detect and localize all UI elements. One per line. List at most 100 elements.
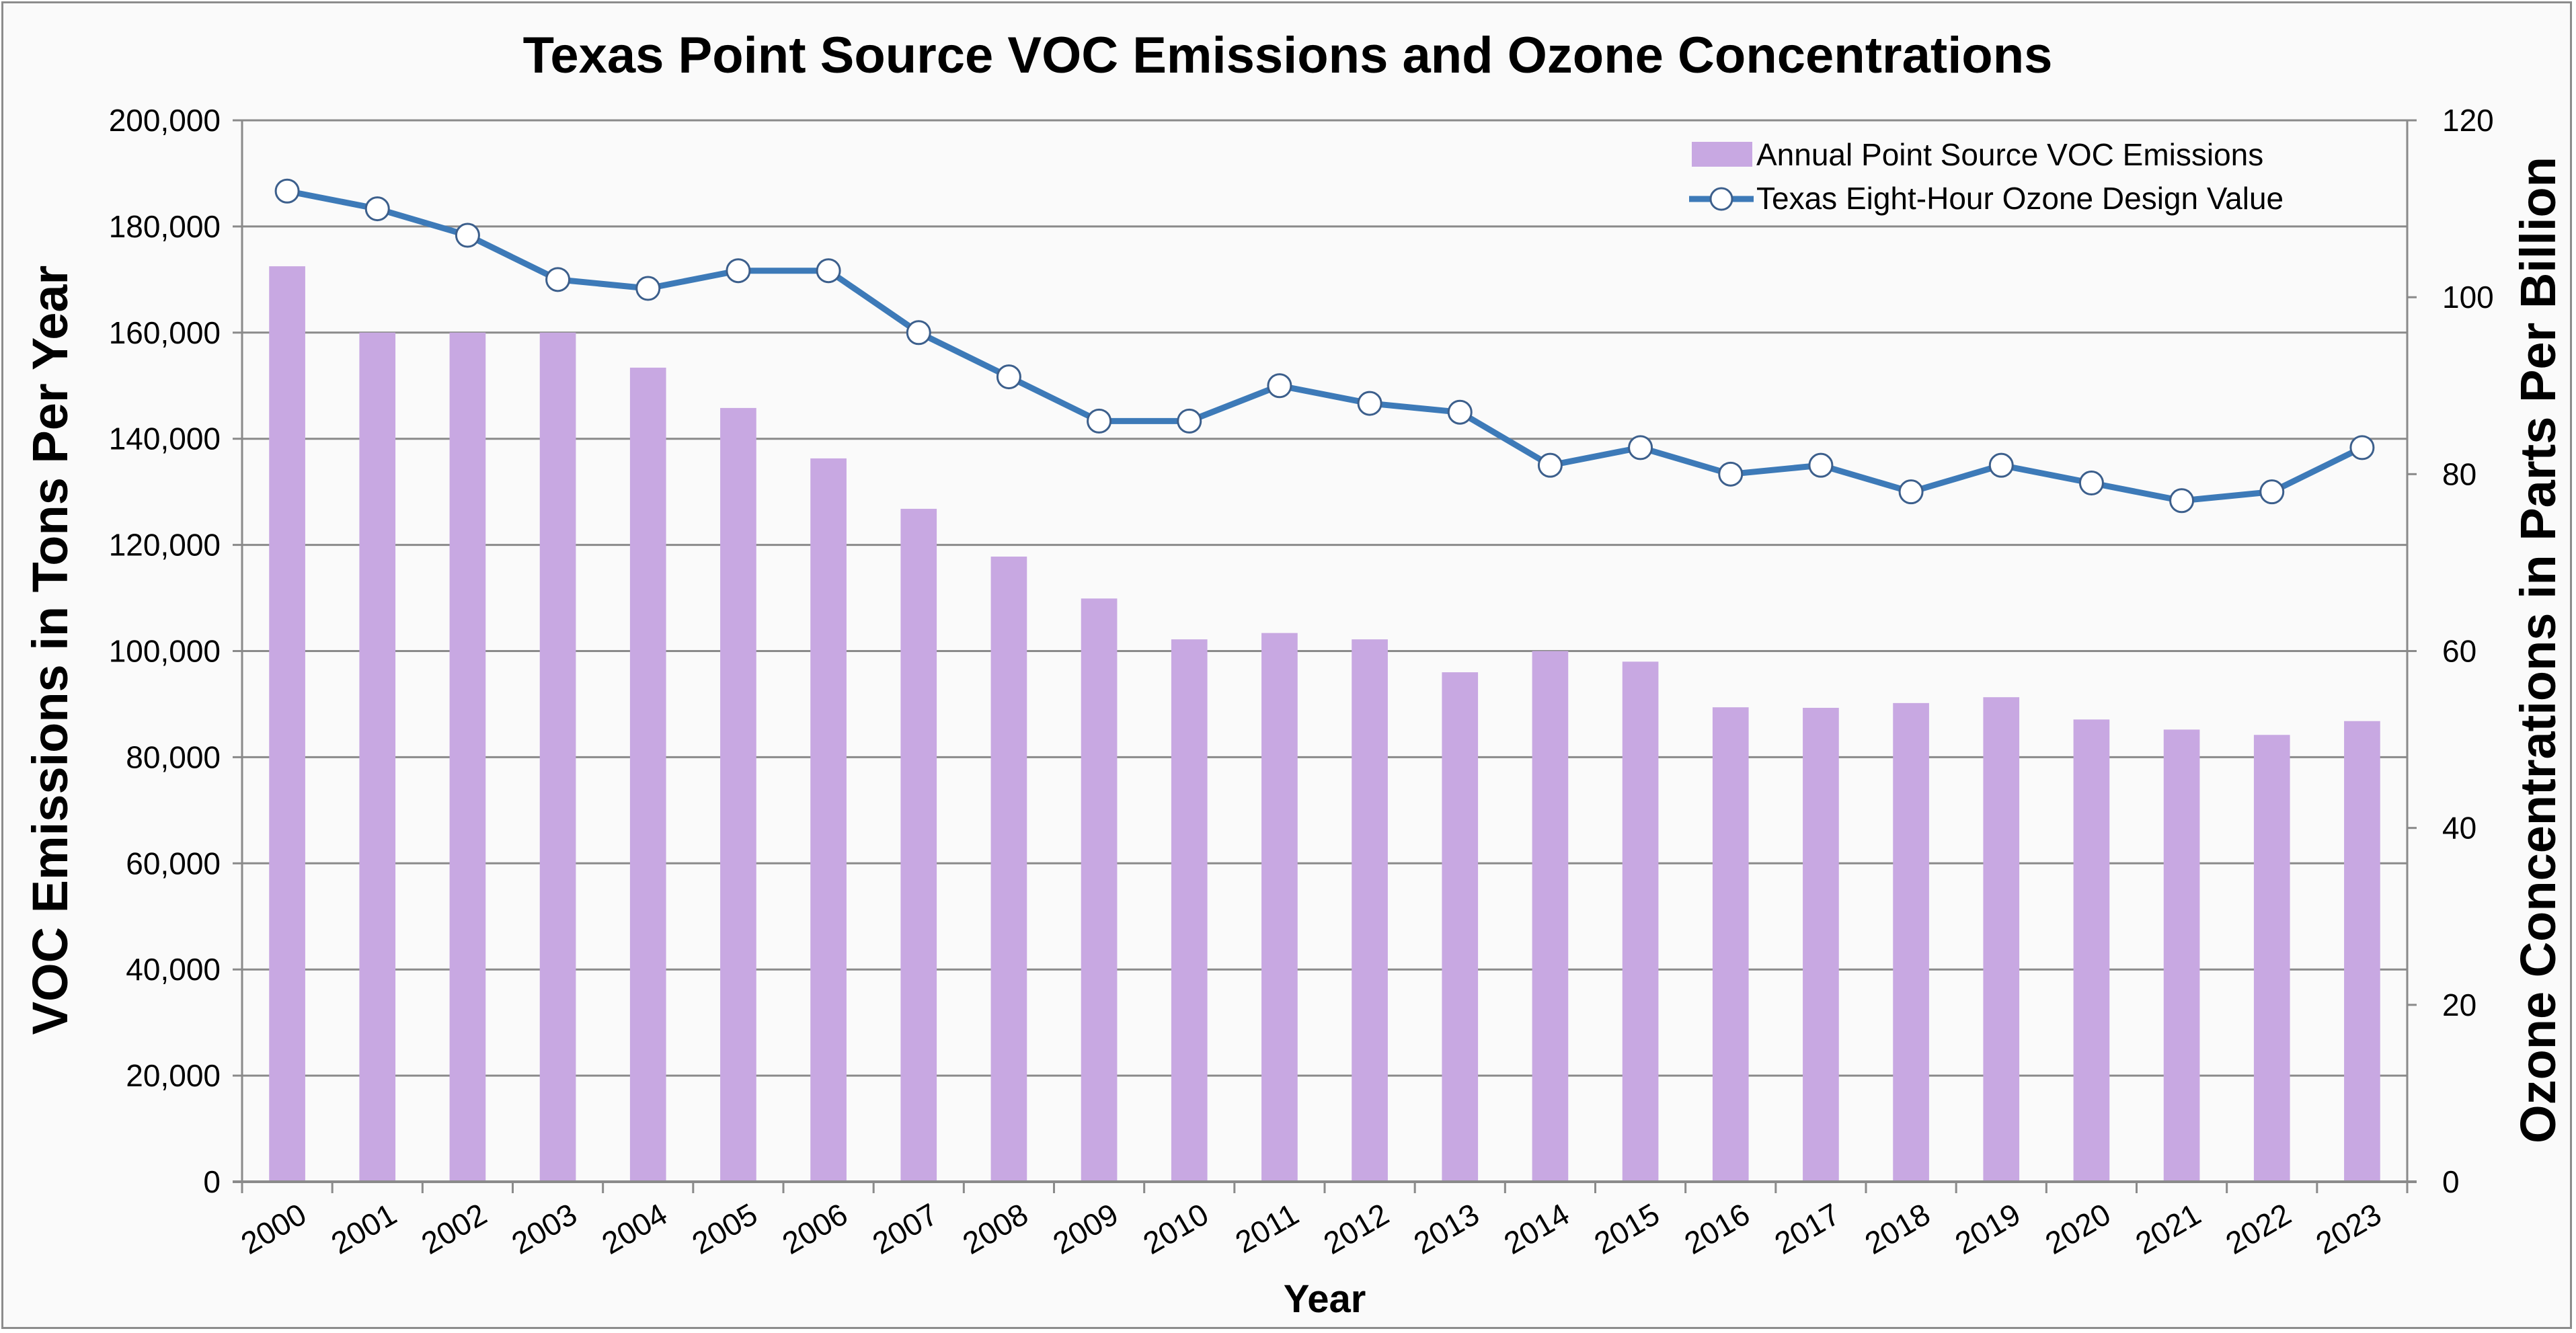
axes bbox=[233, 119, 2417, 1193]
ozone-point bbox=[906, 320, 931, 346]
chart-title: Texas Point Source VOC Emissions and Ozo… bbox=[523, 27, 2053, 84]
x-tick-label: 2023 bbox=[2310, 1197, 2387, 1261]
y-tick-label: 120,000 bbox=[109, 528, 221, 563]
y2-axis-title: Ozone Concentrations in Parts Per Billio… bbox=[2510, 157, 2566, 1143]
x-tick-label: 2018 bbox=[1859, 1197, 1936, 1261]
x-tick-label: 2007 bbox=[867, 1197, 944, 1261]
x-tick-label: 2022 bbox=[2220, 1197, 2297, 1261]
x-tick-label: 2004 bbox=[596, 1197, 673, 1261]
ozone-point bbox=[2259, 479, 2285, 505]
ozone-point bbox=[1357, 391, 1382, 416]
bar bbox=[2253, 735, 2290, 1182]
bar bbox=[720, 407, 756, 1182]
y2-tick-label: 60 bbox=[2442, 634, 2476, 669]
x-tick-label: 2003 bbox=[506, 1197, 583, 1261]
x-tick-label: 2008 bbox=[957, 1197, 1034, 1261]
ozone-point bbox=[816, 258, 841, 284]
bar bbox=[1983, 697, 2020, 1182]
legend-marker-icon bbox=[1709, 187, 1733, 211]
bar bbox=[2073, 719, 2110, 1182]
bar bbox=[1893, 702, 1929, 1182]
x-tick-label: 2020 bbox=[2039, 1197, 2117, 1261]
ozone-point bbox=[2169, 488, 2195, 514]
bar bbox=[810, 458, 847, 1182]
y-tick-label: 20,000 bbox=[126, 1058, 221, 1093]
y-tick-label: 60,000 bbox=[126, 846, 221, 881]
ozone-point bbox=[1808, 452, 1834, 478]
bar bbox=[629, 367, 666, 1182]
bar bbox=[1442, 672, 1479, 1182]
bar bbox=[1622, 661, 1659, 1182]
ozone-point bbox=[1718, 461, 1744, 487]
ozone-point bbox=[635, 276, 661, 301]
x-tick-label: 2017 bbox=[1768, 1197, 1846, 1261]
ozone-point bbox=[1267, 373, 1292, 399]
y-tick-label: 80,000 bbox=[126, 739, 221, 774]
ozone-point bbox=[1898, 479, 1924, 505]
x-tick-label: 2016 bbox=[1678, 1197, 1756, 1261]
y2-tick-label: 20 bbox=[2442, 987, 2476, 1022]
x-axis-ticks: 2000 2001 2002 2003 2004 2005 2006 2007 2008 2009… bbox=[235, 1197, 2386, 1261]
ozone-point bbox=[1537, 452, 1563, 478]
ozone-point bbox=[1087, 408, 1112, 434]
bar bbox=[1803, 707, 1839, 1182]
x-tick-label: 2000 bbox=[235, 1197, 312, 1261]
ozone-point bbox=[455, 223, 480, 248]
bar bbox=[1171, 639, 1208, 1182]
ozone-line bbox=[286, 188, 2364, 504]
x-tick-label: 2005 bbox=[686, 1197, 763, 1261]
bar bbox=[1712, 707, 1749, 1182]
bar bbox=[1261, 633, 1298, 1182]
y-tick-label: 100,000 bbox=[109, 634, 221, 669]
bar bbox=[990, 556, 1027, 1182]
ozone-point bbox=[2078, 470, 2104, 495]
left-axis-ticks: 0 20,000 40,000 60,000 80,000 100,000 120,000 1… bbox=[109, 103, 221, 1199]
x-axis-title: Year bbox=[1284, 1277, 1366, 1321]
y-tick-label: 160,000 bbox=[109, 315, 221, 350]
ozone-point bbox=[2349, 435, 2375, 460]
x-tick-label: 2011 bbox=[1229, 1197, 1304, 1260]
x-tick-label: 2009 bbox=[1047, 1197, 1124, 1261]
y2-tick-label: 100 bbox=[2442, 280, 2494, 315]
line-series bbox=[274, 178, 2375, 514]
bar bbox=[359, 332, 396, 1182]
bar bbox=[1532, 651, 1569, 1182]
ozone-point bbox=[1988, 452, 2014, 478]
ozone-point bbox=[545, 267, 571, 292]
legend-label-line: Texas Eight-Hour Ozone Design Value bbox=[1756, 181, 2284, 216]
bar bbox=[539, 332, 576, 1182]
bar-series bbox=[269, 266, 2380, 1182]
ozone-point bbox=[996, 364, 1021, 390]
bar bbox=[2344, 721, 2380, 1182]
bar bbox=[1081, 598, 1118, 1182]
x-tick-label: 2015 bbox=[1588, 1197, 1666, 1261]
ozone-point bbox=[726, 258, 751, 284]
x-tick-label: 2013 bbox=[1408, 1197, 1485, 1261]
y-tick-label: 140,000 bbox=[109, 421, 221, 456]
bar bbox=[1352, 639, 1388, 1182]
ozone-point bbox=[364, 196, 390, 222]
y-tick-label: 200,000 bbox=[109, 103, 221, 138]
x-tick-label: 2014 bbox=[1498, 1197, 1575, 1261]
x-tick-label: 2002 bbox=[416, 1197, 493, 1261]
bar bbox=[2163, 729, 2200, 1182]
x-tick-label: 2006 bbox=[776, 1197, 853, 1261]
x-tick-label: 2021 bbox=[2130, 1197, 2207, 1261]
bar bbox=[449, 332, 486, 1182]
y-tick-label: 40,000 bbox=[126, 952, 221, 987]
y2-tick-label: 0 bbox=[2442, 1164, 2460, 1199]
ozone-point bbox=[1628, 435, 1653, 460]
bar bbox=[900, 508, 937, 1182]
ozone-point bbox=[1177, 408, 1202, 434]
y2-tick-label: 40 bbox=[2442, 811, 2476, 846]
y-tick-label: 0 bbox=[203, 1164, 221, 1199]
x-tick-label: 2019 bbox=[1949, 1197, 2027, 1261]
x-tick-label: 2001 bbox=[325, 1197, 403, 1261]
y2-tick-label: 80 bbox=[2442, 456, 2476, 491]
y2-tick-label: 120 bbox=[2442, 103, 2494, 138]
legend: Annual Point Source VOC Emissions Texas … bbox=[1689, 137, 2284, 216]
gridlines bbox=[242, 119, 2407, 1077]
legend-label-bar: Annual Point Source VOC Emissions bbox=[1756, 137, 2263, 172]
ozone-point bbox=[274, 178, 300, 204]
